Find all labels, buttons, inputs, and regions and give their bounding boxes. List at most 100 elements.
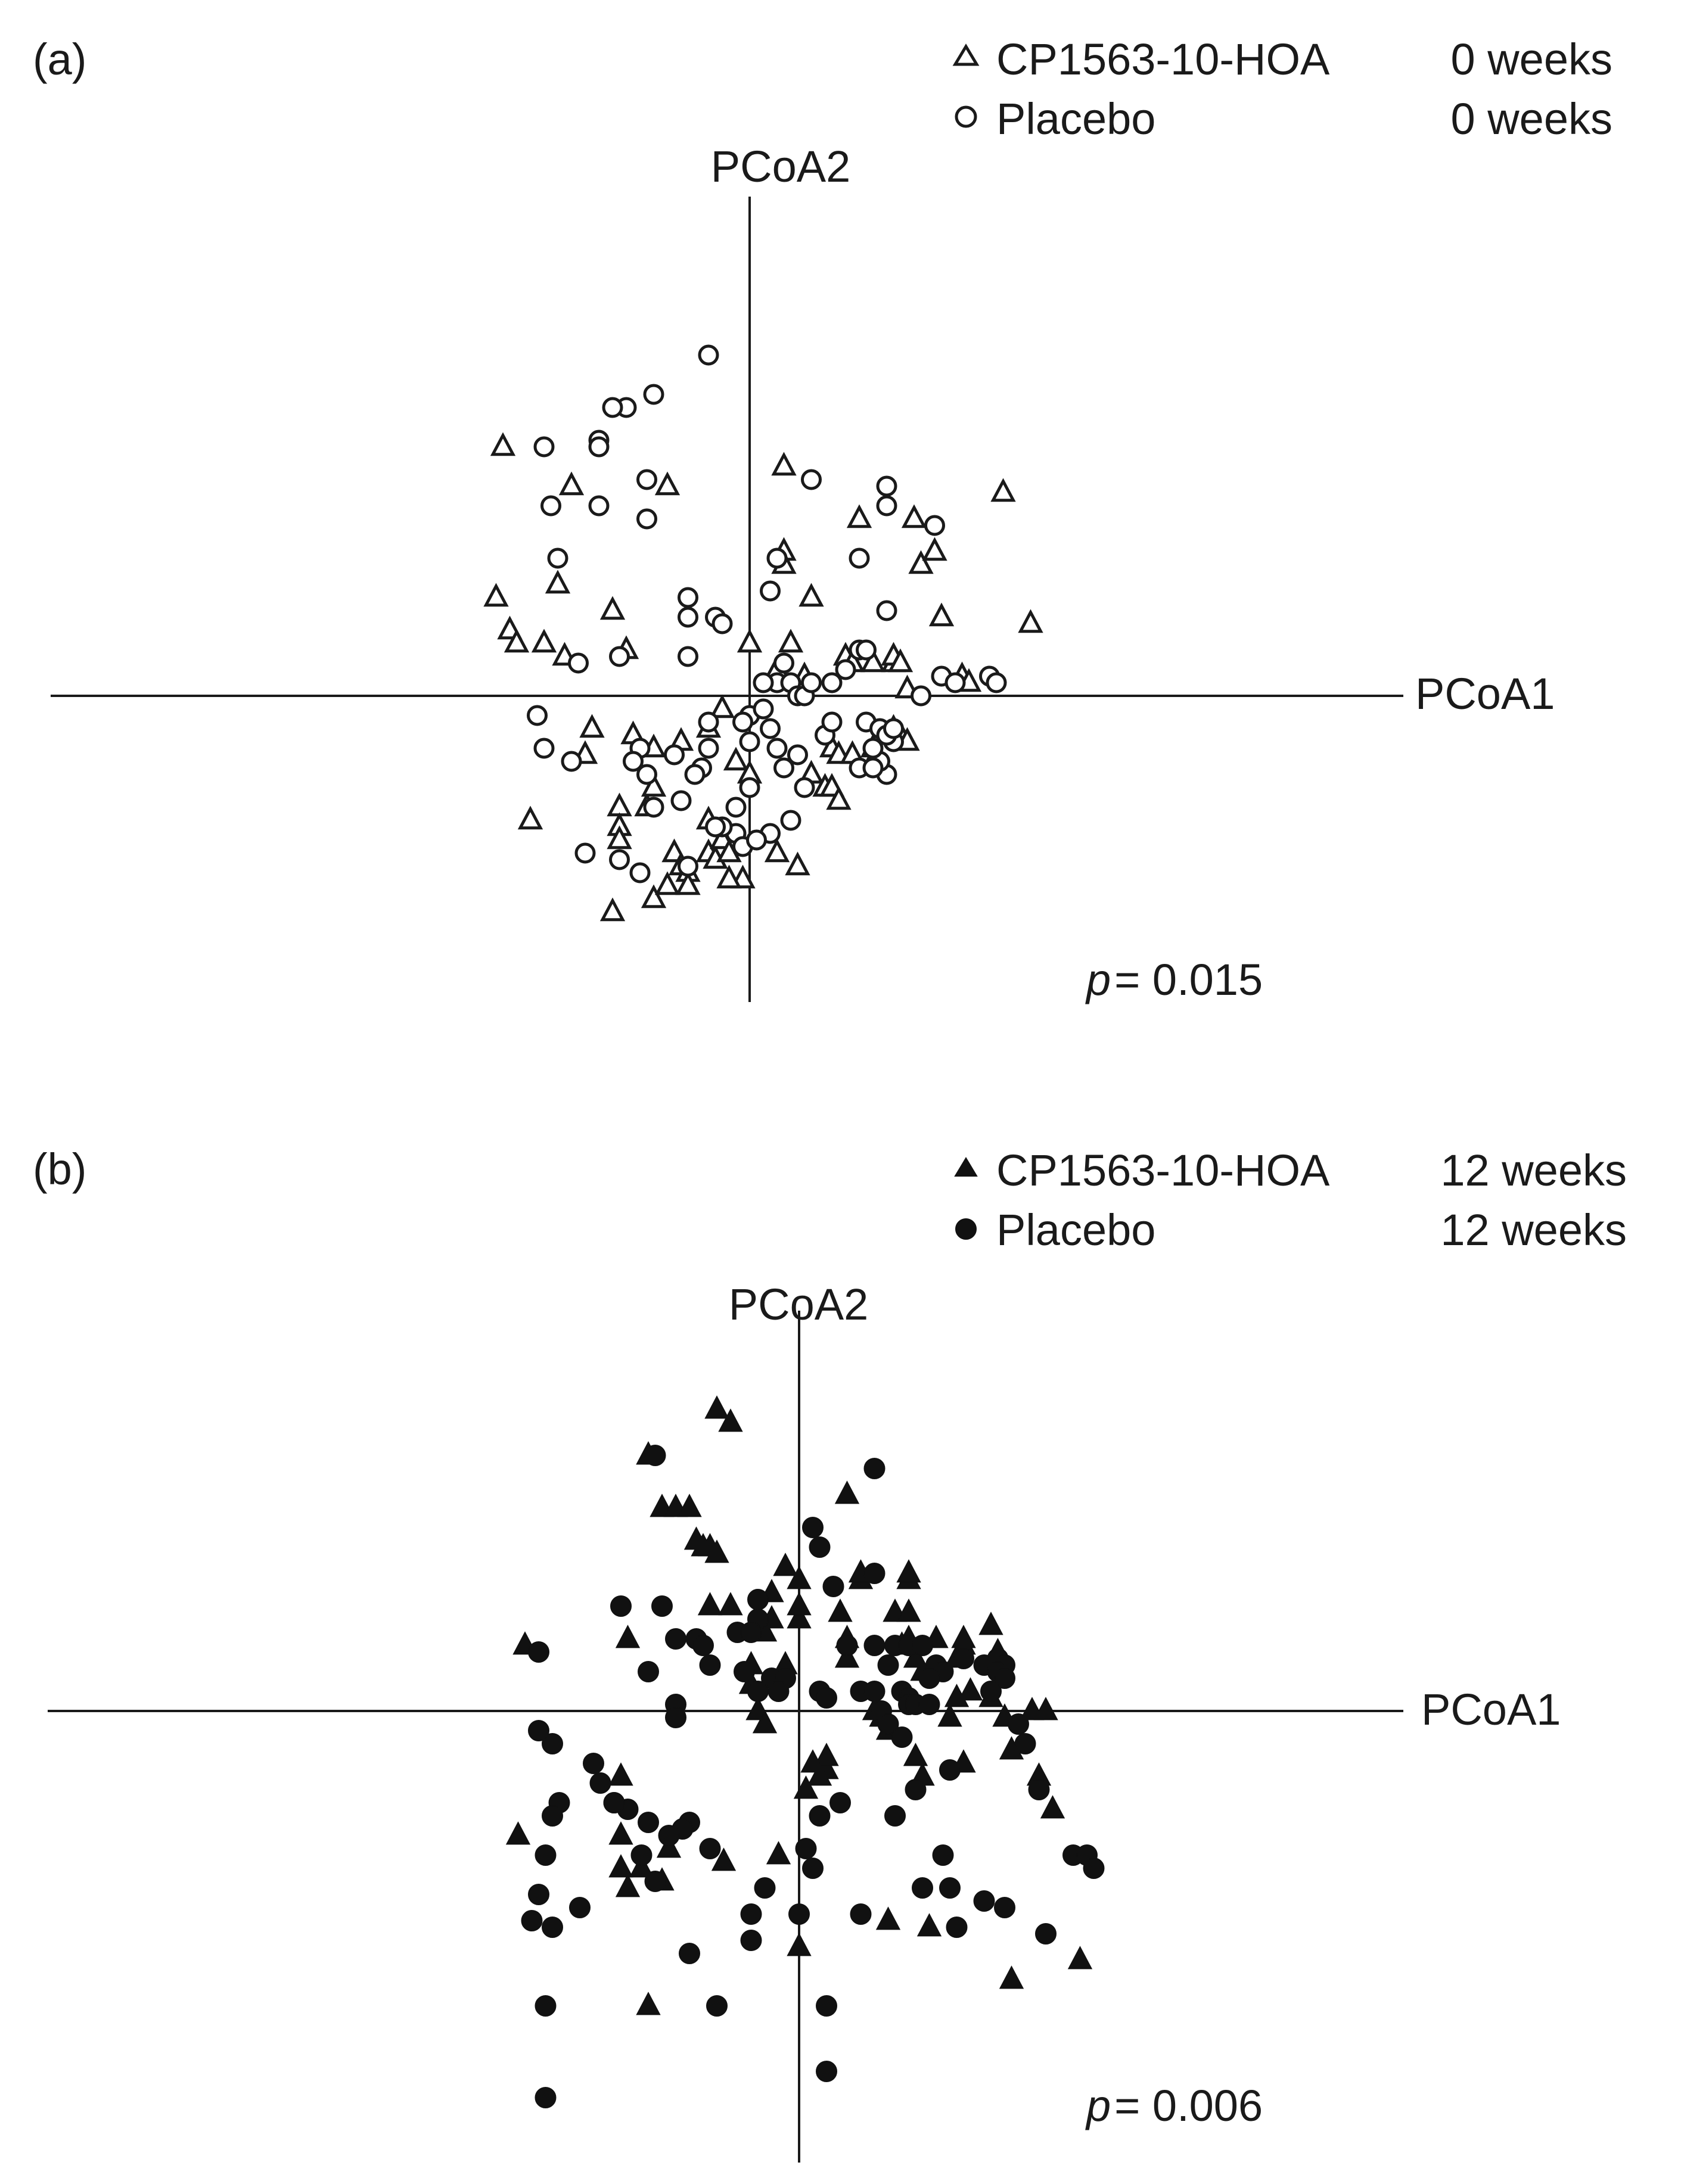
panel-b-circle-point-33 [912,1635,933,1656]
panel-b-circle-point-1 [863,1458,886,1479]
panel-b-triangle-point-70 [608,1821,633,1845]
panel-b-circle-point-12 [651,1595,673,1617]
panel-a-triangle-point-75 [654,871,681,895]
panel-b-circle-point-44 [891,1726,913,1748]
panel-a-legend-time-1: 0 weeks [1451,94,1612,144]
panel-b-circle-point-87 [535,1844,557,1866]
panel-b-triangle-point-36 [896,1559,921,1583]
panel-a-circle-point-22 [876,495,897,517]
panel-a-triangle-point-41 [709,694,735,718]
panel-a-triangle-point-59 [764,838,790,863]
panel-a-circle-point-50 [862,738,884,759]
panel-a-circle-point-60 [684,764,706,785]
panel-a-circle-point-40 [760,718,781,739]
panel-b-circle-point-76 [630,1844,653,1866]
legend-open-circle-icon [955,105,977,128]
panel-a-triangle-point-60 [785,851,810,876]
panel-a-label: (a) [33,35,86,84]
panel-b-circle-point-30 [877,1654,899,1676]
panel-b-triangle-point-73 [629,1854,654,1878]
panel-b-circle-point-99 [816,2061,837,2082]
panel-a-circle-point-62 [670,790,692,811]
panel-b-triangle-point-20 [787,1566,812,1589]
panel-a-triangle-point-19 [928,602,955,627]
legend-filled-triangle-icon [954,1157,978,1177]
panel-b-label: (b) [33,1144,86,1194]
panel-a-triangle-point-21 [1018,609,1043,633]
panel-b-circle-point-94 [706,1995,728,2017]
panel-b: (b) CP1563-10-HOA 12 weeks Placebo 12 we… [33,1144,1627,2163]
panel-a-circle-point-26 [876,600,897,621]
panel-b-triangle-point-27 [834,1480,860,1504]
panel-a-triangle-point-48 [641,773,667,797]
panel-b-legend: CP1563-10-HOA 12 weeks Placebo 12 weeks [954,1146,1627,1255]
panel-b-circle-point-72 [699,1838,721,1859]
panel-a-circle-point-31 [773,652,794,674]
panel-a-legend-time-0: 0 weeks [1451,35,1612,84]
panel-a-triangle-point-64 [826,786,852,810]
panel-a-circle-point-69 [527,705,548,726]
panel-a-circle-point-39 [821,711,843,733]
panel-a-circle-point-24 [876,475,897,497]
panel-b-triangle-point-19 [787,1605,812,1629]
panel-b-triangle-point-79 [636,1992,661,2015]
panel-b-triangle-point-82 [999,1965,1024,1989]
panel-a-circle-point-7 [540,495,561,517]
panel-a-triangle-point-22 [737,629,763,653]
panel-a-circle-point-65 [636,764,657,785]
panel-b-circle-point-15 [699,1654,721,1676]
panel-a-p-symbol: p [1085,955,1111,1004]
panel-b-legend-time-0: 12 weeks [1440,1146,1627,1195]
panel-a-circle-point-85 [986,672,1007,693]
panel-b-circle-point-16 [638,1661,659,1682]
panel-a-legend-label-1: Placebo [996,94,1155,144]
panel-a-circle-point-21 [801,469,822,490]
panel-a-y-axis-label: PCoA2 [711,142,850,191]
panel-a-triangle-point-11 [771,452,797,476]
panel-b-y-axis-label: PCoA2 [729,1280,868,1329]
panel-b-triangle-point-30 [828,1598,853,1622]
panel-b-circle-point-88 [528,1884,549,1905]
panel-a-circle-point-83 [911,685,931,707]
panel-b-circle-point-93 [679,1943,700,1964]
panel-a-circle-point-57 [698,711,719,733]
panel-b-circle-point-66 [829,1792,851,1813]
panel-b-triangle-point-68 [505,1821,531,1845]
panel-b-circle-point-67 [809,1805,831,1827]
panel-a-circle-point-8 [588,495,610,517]
panel-b-circle-point-97 [939,1877,961,1899]
panel-b-triangle-point-81 [916,1913,942,1937]
panel-a-circle-point-66 [643,797,664,818]
panel-b-circle-point-5 [822,1576,844,1597]
panel-b-circle-point-75 [658,1825,680,1846]
panel-a-legend: CP1563-10-HOA 0 weeks Placebo 0 weeks [952,35,1612,144]
panel-a-circle-point-67 [574,842,596,864]
panel-a-triangle-point-35 [579,714,605,738]
panel-a-triangle-point-9 [599,596,626,620]
panel-b-triangle-point-72 [608,1854,633,1878]
panel-b-circle-point-100 [535,2087,557,2108]
panel-b-circle-point-20 [734,1661,755,1682]
panel-a-circle-point-11 [547,547,568,569]
panel-b-circle-point-59 [994,1897,1015,1918]
panel-a-circle-point-37 [753,672,774,693]
panel-b-circle-point-89 [542,1917,563,1938]
panel-b-circle-point-23 [665,1707,686,1728]
panel-a-circle-point-68 [561,751,582,772]
panel-b-circle-point-2 [802,1517,824,1538]
panel-b-circle-point-70 [788,1903,810,1925]
panel-a-circle-point-76 [705,816,726,838]
panel-b-circle-point-36 [918,1667,940,1689]
panel-b-circle-point-10 [610,1595,632,1617]
panel-b-circle-point-62 [912,1877,933,1899]
panel-b-p-value: p= 0.006 [1085,2081,1263,2130]
panel-b-triangle-point-56 [1040,1795,1065,1819]
panel-a-triangle-point-1 [558,471,585,496]
legend-open-triangle-icon [952,43,980,66]
panel-b-triangle-point-12 [718,1592,743,1616]
panel-a-circle-point-43 [766,738,788,759]
panel-a-circle-point-0 [698,344,719,366]
panel-a-triangle-point-31 [887,648,914,673]
panel-b-triangle-point-6 [677,1494,702,1517]
